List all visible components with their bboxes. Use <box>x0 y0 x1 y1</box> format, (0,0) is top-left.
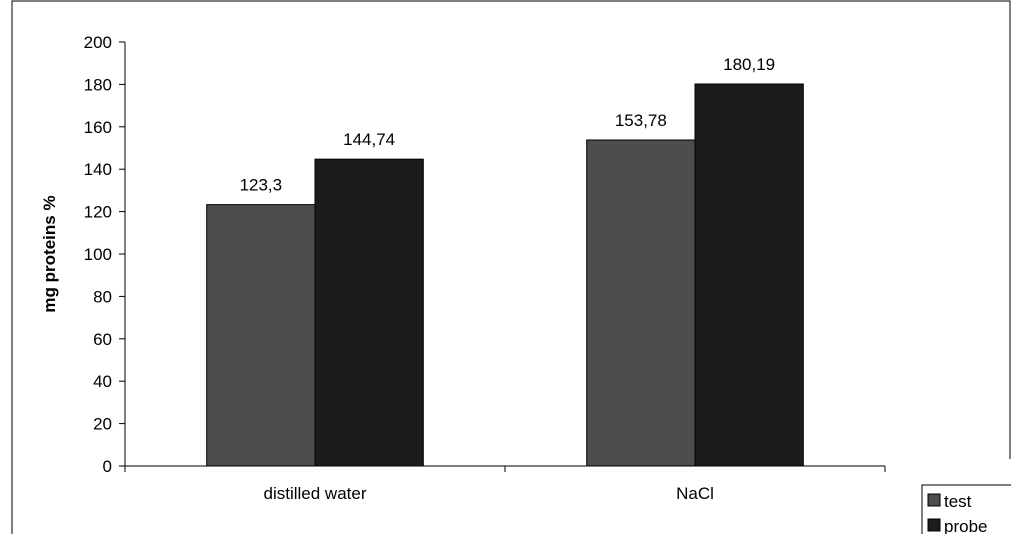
data-label: 153,78 <box>615 111 667 130</box>
legend-swatch-probe <box>927 518 941 532</box>
y-tick-label: 80 <box>93 287 112 306</box>
y-tick-label: 40 <box>93 372 112 391</box>
legend-swatch-test <box>927 493 941 507</box>
legend-label-probe: probe <box>944 517 987 534</box>
y-tick-label: 200 <box>84 33 112 52</box>
bar-probe <box>694 83 804 467</box>
bar-test <box>586 139 696 467</box>
data-label: 123,3 <box>240 176 283 195</box>
chart-border <box>11 0 1011 534</box>
y-tick-label: 60 <box>93 330 112 349</box>
y-tick-label: 180 <box>84 75 112 94</box>
bar-probe <box>314 158 424 467</box>
y-tick-label: 0 <box>103 457 112 476</box>
x-category-label: distilled water <box>264 484 367 503</box>
y-tick-label: 140 <box>84 160 112 179</box>
x-category-label: NaCl <box>676 484 714 503</box>
y-axis-title: mg proteins % <box>40 195 59 312</box>
bar-test <box>206 204 316 467</box>
y-tick-label: 20 <box>93 415 112 434</box>
data-label: 144,74 <box>343 130 395 149</box>
y-tick-label: 100 <box>84 245 112 264</box>
y-tick-label: 120 <box>84 203 112 222</box>
y-tick-label: 160 <box>84 118 112 137</box>
data-label: 180,19 <box>723 55 775 74</box>
legend-label-test: test <box>944 492 972 511</box>
